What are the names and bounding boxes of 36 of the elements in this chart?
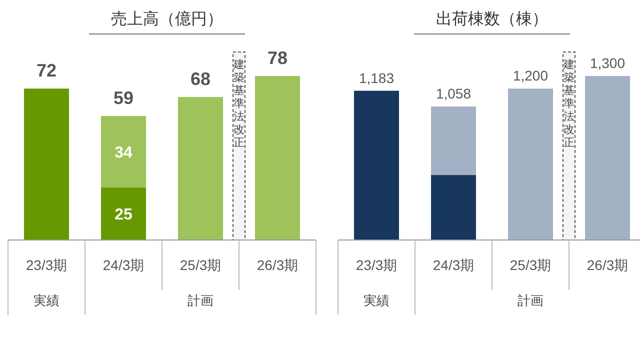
chart-title: 出荷棟数（棟） (436, 10, 548, 28)
data-label: 34 (114, 144, 132, 162)
band-label: 建築基準法改正 (232, 58, 244, 149)
band-label: 建築基準法改正 (562, 58, 574, 149)
bar (24, 88, 69, 240)
x-tick-label: 26/3期 (586, 257, 628, 273)
bar (431, 175, 476, 240)
text: 実績 (34, 293, 60, 308)
data-label: 1,183 (358, 70, 394, 86)
total-label: 72 (36, 60, 57, 81)
bar (585, 76, 630, 240)
x-tick-label: 25/3期 (180, 257, 222, 273)
data-label: 1,300 (590, 55, 626, 71)
text: 計画 (518, 293, 544, 308)
bar (101, 187, 146, 240)
bar (178, 97, 223, 240)
total-label: 1,058 (436, 86, 472, 102)
x-tick-label: 25/3期 (510, 257, 552, 273)
x-tick-label: 26/3期 (256, 257, 298, 273)
bar (255, 76, 300, 240)
x-tick-label: 24/3期 (432, 257, 474, 273)
x-tick-label: 23/3期 (356, 257, 398, 273)
text: 実績 (364, 293, 390, 308)
bar (431, 106, 476, 176)
bar (508, 88, 553, 240)
x-tick-label: 23/3期 (26, 257, 68, 273)
data-label: 1,200 (512, 68, 548, 84)
data-label: 25 (114, 206, 132, 224)
total-label: 78 (267, 48, 288, 68)
total-label: 68 (190, 69, 211, 90)
bar (354, 90, 399, 240)
x-tick-label: 24/3期 (102, 257, 144, 273)
text: 計画 (188, 293, 214, 308)
chart-title: 売上高（億円） (111, 10, 223, 28)
bar (101, 116, 146, 188)
total-label: 59 (113, 88, 134, 108)
